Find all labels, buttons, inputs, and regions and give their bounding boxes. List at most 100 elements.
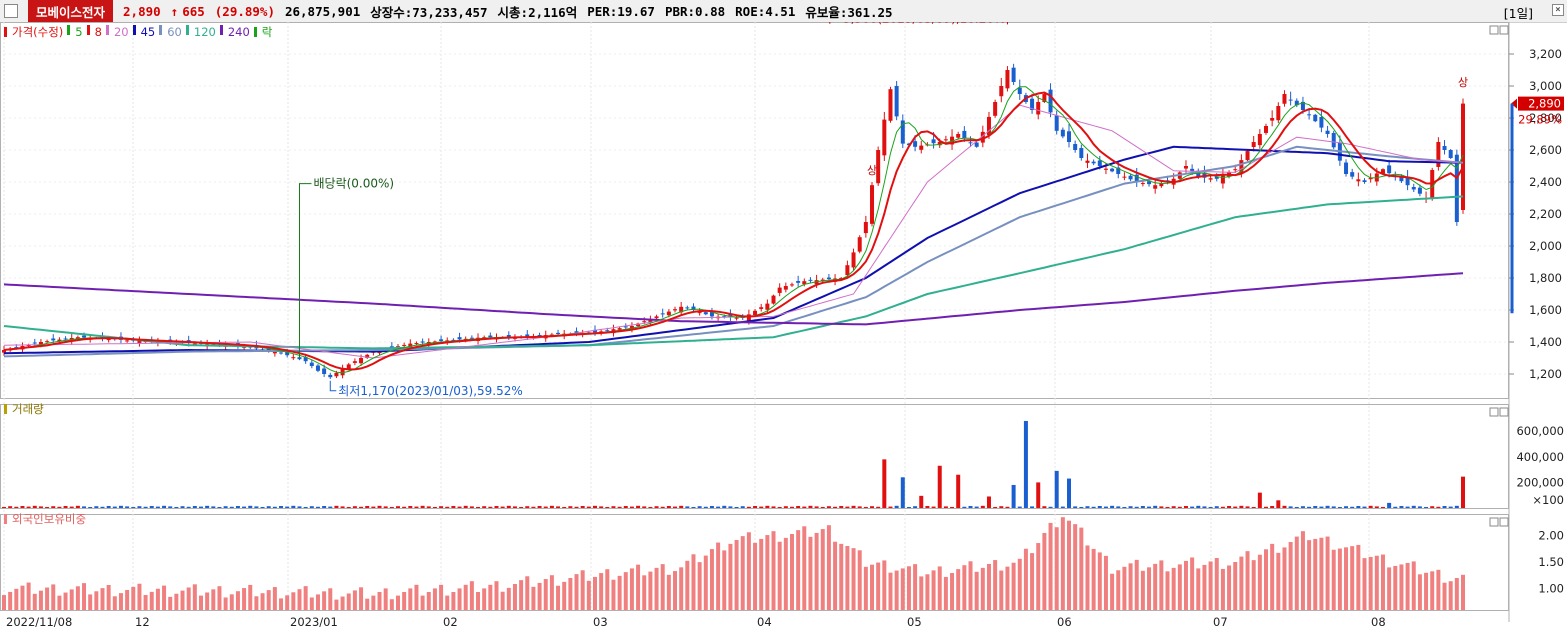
foreign-bar	[851, 548, 856, 610]
volume-bar	[642, 506, 647, 508]
candle-body	[759, 307, 764, 309]
candle-body	[266, 348, 271, 351]
foreign-bar	[771, 531, 776, 610]
close-icon[interactable]: ×	[1552, 4, 1564, 16]
candle-body	[1405, 176, 1410, 186]
volume-bar	[463, 505, 468, 508]
candle-body	[673, 309, 678, 311]
foreign-bar	[266, 590, 271, 610]
foreign-bar	[697, 562, 702, 610]
volume-bar	[1005, 506, 1010, 508]
foreign-bar	[168, 596, 173, 610]
candle-body	[1239, 160, 1244, 174]
ma-legend-120: 120	[193, 25, 216, 39]
volume-bar	[679, 505, 684, 508]
volume-bar	[408, 506, 413, 508]
chart-area[interactable]: 2022/11/08 12 2023/01 02 03 04 05 06 07 08 1,200 1,…	[0, 22, 1567, 630]
foreign-bar	[574, 574, 579, 610]
volume-bar	[709, 506, 714, 508]
reserve-ratio: 유보율:361.25	[805, 4, 893, 20]
period-selector[interactable]: [1일]	[1503, 6, 1533, 21]
candle-body	[57, 339, 62, 342]
foreign-bar	[1424, 572, 1429, 610]
current-price-tag	[1518, 96, 1564, 111]
candle-body	[1442, 145, 1447, 150]
candle-body	[556, 332, 561, 334]
foreign-bar	[272, 587, 277, 610]
foreign-bar	[451, 592, 456, 610]
candle-body	[1331, 132, 1336, 148]
volume-bar	[1448, 506, 1453, 508]
volume-bar	[359, 506, 364, 508]
volume-bar	[525, 506, 530, 508]
volume-bar	[1399, 506, 1404, 508]
candle-body	[605, 330, 610, 332]
candle-body	[1103, 168, 1108, 170]
volume-bar	[728, 506, 733, 508]
candle-body	[285, 351, 290, 356]
foreign-legend: 외국인보유비중	[4, 511, 86, 527]
foreign-legend-label: 외국인보유비중	[12, 512, 87, 526]
volume-bar	[1190, 506, 1195, 508]
ma-line-240	[3, 272, 1464, 326]
candle-body	[1030, 98, 1035, 110]
candle-body	[913, 141, 918, 147]
volume-bar	[1264, 506, 1269, 508]
volume-bar	[32, 505, 37, 508]
candle-body	[352, 361, 357, 363]
volume-bar	[1331, 506, 1336, 508]
volume-bar	[1122, 506, 1127, 508]
volume-bar	[328, 506, 333, 508]
candle-body	[137, 340, 142, 344]
foreign-bar	[685, 560, 690, 610]
volume-bar	[500, 506, 505, 508]
foreign-bar	[1331, 549, 1336, 610]
current-price-pointer	[1511, 98, 1517, 109]
foreign-bar	[32, 593, 37, 610]
foreign-bar	[826, 525, 831, 610]
candle-body	[1461, 103, 1465, 210]
candle-body	[1380, 169, 1385, 174]
volume-bar	[482, 506, 487, 508]
volume-tick-label: 600,000	[1516, 424, 1564, 438]
foreign-bar	[740, 536, 745, 610]
volume-bar	[1060, 506, 1065, 508]
candle-body	[1153, 185, 1158, 189]
volume-bar	[1085, 506, 1090, 508]
volume-bar	[322, 506, 327, 508]
candle-body	[691, 306, 696, 310]
foreign-bar	[112, 596, 117, 610]
foreign-bar	[1116, 570, 1121, 610]
stock-name[interactable]: 모베이스전자	[28, 0, 114, 23]
volume-bar	[943, 506, 948, 508]
volume-bar	[666, 506, 671, 508]
foreign-bar	[1294, 536, 1299, 610]
ma-line-60	[3, 145, 1464, 358]
price-tick-label: 2,200	[1529, 207, 1562, 221]
foreign-bar	[839, 543, 844, 610]
foreign-bar	[586, 580, 591, 610]
foreign-bar	[211, 589, 216, 610]
candle-body	[297, 357, 302, 360]
candle-body	[1344, 162, 1349, 174]
volume-bar	[334, 505, 339, 508]
volume-bar	[1411, 505, 1416, 508]
foreign-bar	[1042, 532, 1047, 610]
foreign-bar	[679, 567, 684, 610]
foreign-bar	[1196, 568, 1201, 610]
volume-bar	[913, 506, 918, 508]
volume-bar	[476, 506, 481, 508]
volume-bar	[1325, 505, 1330, 508]
volume-tick-label: 200,000	[1516, 475, 1564, 489]
volume-bar	[1110, 505, 1115, 508]
candle-body	[451, 339, 456, 341]
foreign-bar	[666, 574, 671, 610]
select-checkbox[interactable]	[4, 4, 18, 18]
foreign-bar	[1103, 555, 1108, 610]
foreign-bar	[469, 581, 474, 610]
volume-bar	[1405, 506, 1410, 508]
foreign-bar	[1036, 543, 1041, 610]
foreign-bar	[217, 586, 222, 610]
volume-bar	[88, 506, 93, 508]
volume-bar	[802, 506, 807, 508]
